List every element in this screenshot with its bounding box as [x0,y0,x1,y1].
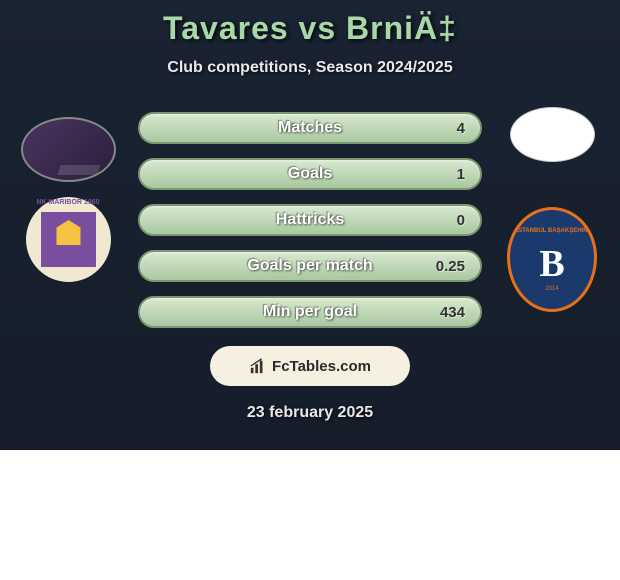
content-row: NK MARIBOR 1960 Matches 4 Goals 1 Hattri… [0,102,620,328]
stat-row-min-per-goal: Min per goal 434 [138,296,482,328]
club1-shield-icon [41,212,96,267]
club1-logo: NK MARIBOR 1960 [26,197,111,282]
subtitle: Club competitions, Season 2024/2025 [0,59,620,77]
club1-label: NK MARIBOR 1960 [26,199,111,206]
brand-text: FcTables.com [272,358,371,375]
brand-badge[interactable]: FcTables.com [210,346,410,386]
stat-value: 434 [440,304,465,321]
stat-label: Min per goal [263,303,357,321]
stat-row-matches: Matches 4 [138,112,482,144]
page-title: Tavares vs BrniÄ‡ [0,10,620,47]
chart-icon [249,357,267,375]
left-column: NK MARIBOR 1960 [8,102,128,282]
stat-label: Goals [288,165,332,183]
stat-value: 4 [457,120,465,137]
comparison-card: Tavares vs BrniÄ‡ Club competitions, Sea… [0,0,620,450]
stat-row-hattricks: Hattricks 0 [138,204,482,236]
stat-row-goals-per-match: Goals per match 0.25 [138,250,482,282]
stat-row-goals: Goals 1 [138,158,482,190]
stat-value: 0.25 [436,258,465,275]
stat-value: 0 [457,212,465,229]
club2-logo: ISTANBUL BAŞAKŞEHIR B 2014 [507,207,597,312]
player2-photo [510,107,595,162]
date-label: 23 february 2025 [0,404,620,422]
club2-letter: B [539,242,564,286]
player1-photo [21,117,116,182]
club2-year: 2014 [545,286,558,292]
club2-label: ISTANBUL BAŞAKŞEHIR [516,228,587,234]
right-column: ISTANBUL BAŞAKŞEHIR B 2014 [492,102,612,312]
stats-column: Matches 4 Goals 1 Hattricks 0 Goals per … [128,102,492,328]
stat-label: Hattricks [276,211,344,229]
stat-value: 1 [457,166,465,183]
stat-label: Matches [278,119,342,137]
stat-label: Goals per match [247,257,372,275]
